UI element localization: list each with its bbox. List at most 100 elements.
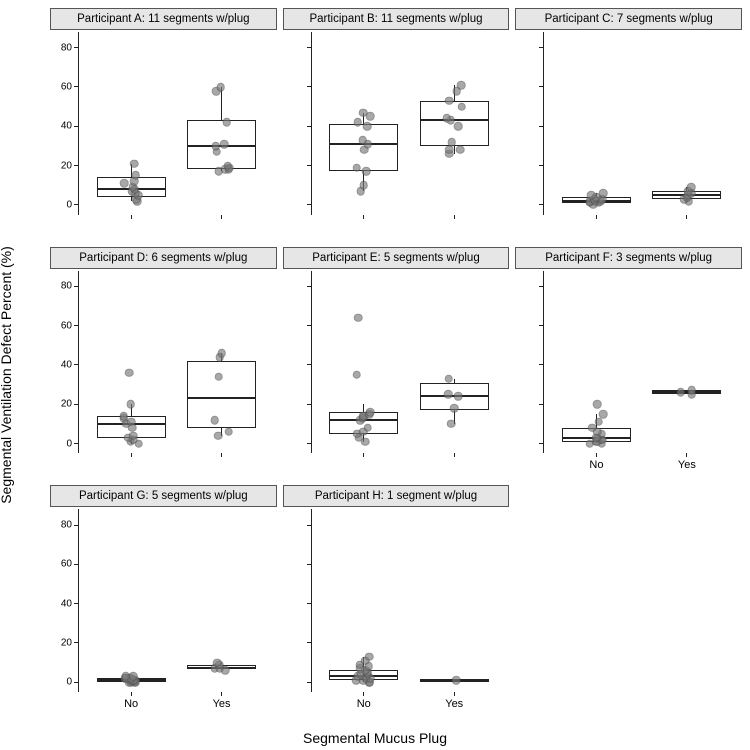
y-tick-label: 0 xyxy=(66,199,72,210)
data-point xyxy=(457,102,466,111)
data-point xyxy=(214,372,223,381)
data-point xyxy=(359,108,368,117)
figure: Segmental Ventilation Defect Percent (%)… xyxy=(0,0,750,750)
data-point xyxy=(222,118,231,127)
median-line xyxy=(187,397,256,399)
x-tick-label: Yes xyxy=(678,459,696,471)
x-tick-label: No xyxy=(357,698,371,710)
data-point xyxy=(454,122,463,131)
x-axis-title: Segmental Mucus Plug xyxy=(0,730,750,746)
panel xyxy=(515,485,742,718)
panel: Participant A: 11 segments w/plug0204060… xyxy=(50,8,277,241)
data-point xyxy=(220,140,229,149)
data-point xyxy=(359,181,368,190)
panel-strip: Participant A: 11 segments w/plug xyxy=(50,8,277,30)
y-tick-label: 0 xyxy=(66,677,72,688)
data-point xyxy=(127,418,136,427)
x-tick-label: No xyxy=(589,459,603,471)
data-point xyxy=(450,404,459,413)
panel-grid: Participant A: 11 segments w/plug0204060… xyxy=(50,8,742,718)
panel-strip: Participant B: 11 segments w/plug xyxy=(283,8,510,30)
y-axis-title: Segmental Ventilation Defect Percent (%) xyxy=(0,246,14,504)
y-tick-label: 80 xyxy=(61,42,72,53)
data-point xyxy=(131,171,140,180)
data-point xyxy=(120,179,129,188)
data-point xyxy=(452,676,461,685)
panel-strip: Participant C: 7 segments w/plug xyxy=(515,8,742,30)
y-tick-label: 40 xyxy=(61,598,72,609)
whisker xyxy=(221,87,222,120)
data-point xyxy=(454,392,463,401)
panel-strip: Participant G: 5 segments w/plug xyxy=(50,485,277,507)
y-tick-label: 20 xyxy=(61,637,72,648)
data-point xyxy=(129,431,138,440)
data-point xyxy=(456,146,465,155)
plot-area: 020406080NoYes xyxy=(78,509,275,692)
data-point xyxy=(120,412,129,421)
data-point xyxy=(599,410,608,419)
y-tick-label: 40 xyxy=(61,359,72,370)
data-point xyxy=(595,418,604,427)
y-tick-label: 80 xyxy=(61,281,72,292)
data-point xyxy=(444,390,453,399)
data-point xyxy=(687,386,696,395)
panel: Participant D: 6 segments w/plug02040608… xyxy=(50,247,277,480)
y-tick-label: 40 xyxy=(61,121,72,132)
data-point xyxy=(129,672,138,681)
data-point xyxy=(354,118,363,127)
panel: Participant E: 5 segments w/plug xyxy=(283,247,510,480)
data-point xyxy=(224,427,233,436)
panel-strip: Participant H: 1 segment w/plug xyxy=(283,485,510,507)
data-point xyxy=(130,159,139,168)
boxplot-box xyxy=(187,361,256,428)
y-tick-label: 80 xyxy=(61,520,72,531)
data-point xyxy=(125,368,134,377)
plot-area: NoYes xyxy=(311,509,508,692)
panel-strip: Participant F: 3 segments w/plug xyxy=(515,247,742,269)
y-tick-label: 60 xyxy=(61,320,72,331)
data-point xyxy=(677,388,686,397)
data-point xyxy=(444,374,453,383)
x-tick-label: Yes xyxy=(445,698,463,710)
data-point xyxy=(358,136,367,145)
y-tick-label: 20 xyxy=(61,160,72,171)
data-point xyxy=(223,161,232,170)
panel: Participant G: 5 segments w/plug02040608… xyxy=(50,485,277,718)
data-point xyxy=(443,114,452,123)
plot-area xyxy=(311,271,508,454)
y-tick-label: 60 xyxy=(61,559,72,570)
data-point xyxy=(457,81,466,90)
panel: Participant C: 7 segments w/plug xyxy=(515,8,742,241)
data-point xyxy=(216,83,225,92)
panel: Participant B: 11 segments w/plug xyxy=(283,8,510,241)
y-tick-label: 60 xyxy=(61,81,72,92)
data-point xyxy=(362,167,371,176)
plot-area xyxy=(543,32,740,215)
plot-area: 020406080 xyxy=(78,32,275,215)
y-tick-label: 20 xyxy=(61,399,72,410)
whisker xyxy=(454,146,455,154)
data-point xyxy=(352,370,361,379)
panel: Participant H: 1 segment w/plugNoYes xyxy=(283,485,510,718)
plot-area xyxy=(311,32,508,215)
data-point xyxy=(599,189,608,198)
panel-strip: Participant D: 6 segments w/plug xyxy=(50,247,277,269)
data-point xyxy=(447,138,456,147)
panel-strip: Participant E: 5 segments w/plug xyxy=(283,247,510,269)
data-point xyxy=(365,652,374,661)
data-point xyxy=(364,423,373,432)
data-point xyxy=(363,122,372,131)
plot-area: 020406080 xyxy=(78,271,275,454)
data-point xyxy=(593,400,602,409)
data-point xyxy=(687,183,696,192)
data-point xyxy=(217,349,226,358)
x-tick-label: No xyxy=(124,698,138,710)
data-point xyxy=(126,400,135,409)
data-point xyxy=(214,431,223,440)
data-point xyxy=(354,314,363,323)
x-tick-label: Yes xyxy=(213,698,231,710)
y-tick-label: 0 xyxy=(66,438,72,449)
data-point xyxy=(587,191,596,200)
data-point xyxy=(445,96,454,105)
plot-area: NoYes xyxy=(543,271,740,454)
